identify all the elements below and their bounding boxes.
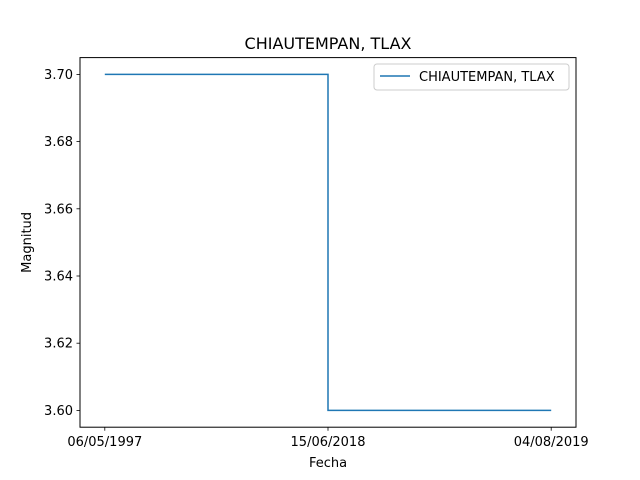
y-tick-label: 3.62 xyxy=(44,337,73,352)
y-tick-label: 3.64 xyxy=(44,270,73,285)
legend-label: CHIAUTEMPAN, TLAX xyxy=(419,70,555,85)
legend: CHIAUTEMPAN, TLAX xyxy=(373,63,570,91)
series-line xyxy=(104,73,552,412)
x-axis: 06/05/1997 15/06/2018 04/08/2019 xyxy=(67,427,589,450)
x-tick-label: 15/06/2018 xyxy=(291,435,366,450)
y-tick-label: 3.66 xyxy=(44,202,73,217)
y-axis-label: Magnitud xyxy=(20,212,35,273)
x-tick-label: 06/05/1997 xyxy=(67,435,142,450)
y-tick-label: 3.68 xyxy=(44,135,73,150)
y-axis: 3.60 3.62 3.64 3.66 3.68 3.70 xyxy=(44,68,80,419)
y-tick-label: 3.70 xyxy=(44,68,73,83)
chart-title: CHIAUTEMPAN, TLAX xyxy=(245,34,412,53)
y-tick-label: 3.60 xyxy=(44,404,73,419)
legend-box xyxy=(373,63,570,91)
x-tick-label: 04/08/2019 xyxy=(514,435,589,450)
x-axis-label: Fecha xyxy=(309,456,347,471)
